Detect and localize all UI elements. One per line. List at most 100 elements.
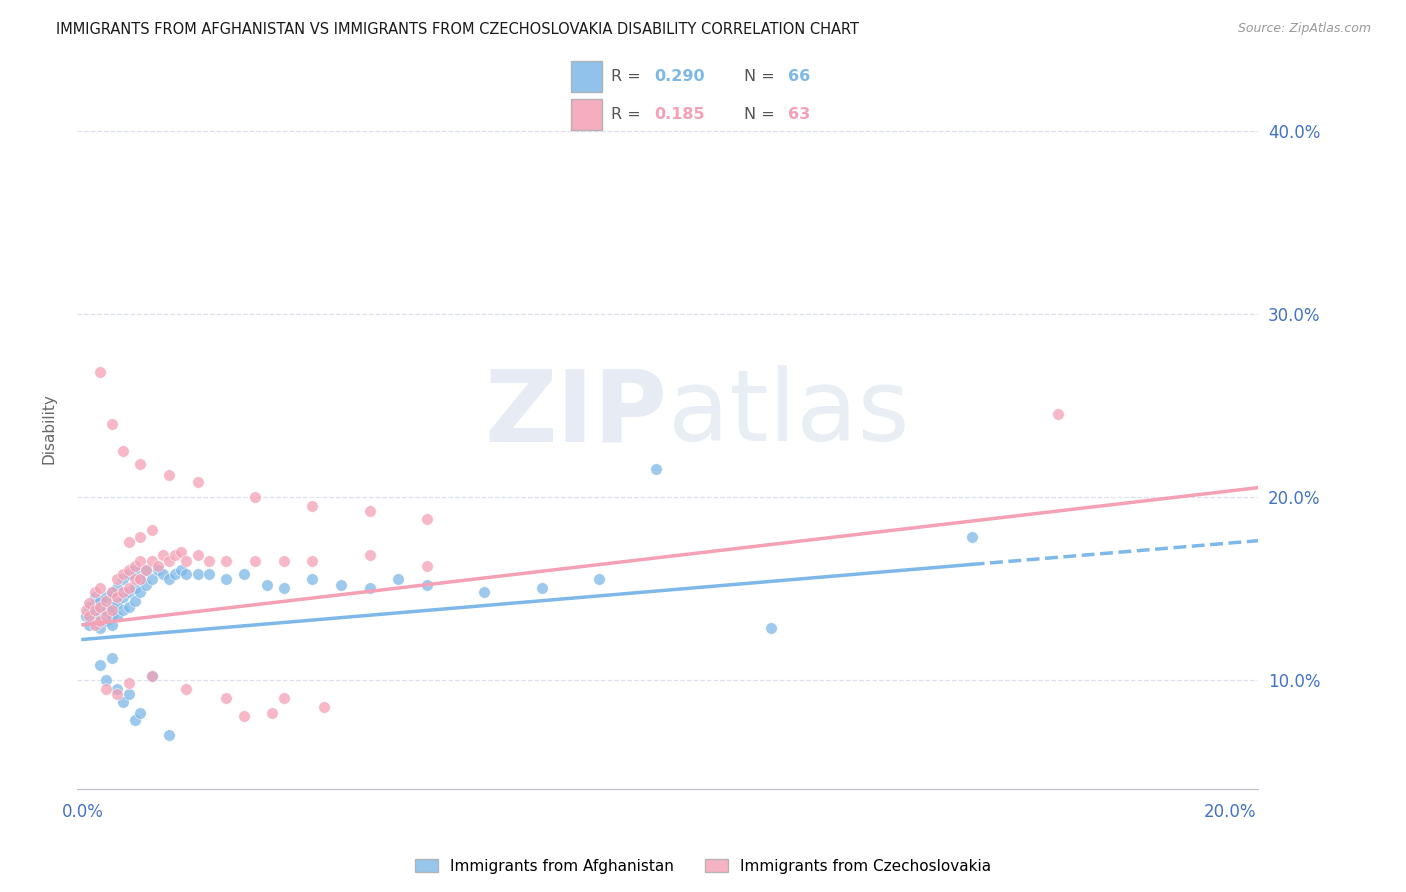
Point <box>215 554 238 568</box>
Point <box>107 681 129 696</box>
Point <box>83 603 105 617</box>
Point <box>129 457 152 471</box>
Point <box>387 572 409 586</box>
Point <box>301 554 323 568</box>
Point <box>77 608 100 623</box>
Point <box>759 622 782 636</box>
Point <box>124 713 146 727</box>
Point <box>107 687 129 701</box>
Point <box>157 727 180 741</box>
Point <box>135 563 157 577</box>
Point <box>94 608 117 623</box>
Point <box>215 690 238 705</box>
FancyBboxPatch shape <box>571 99 602 130</box>
Point <box>198 554 221 568</box>
Point <box>83 585 105 599</box>
Point <box>129 554 152 568</box>
Point <box>124 572 146 586</box>
Point <box>100 585 122 599</box>
Legend: Immigrants from Afghanistan, Immigrants from Czechoslovakia: Immigrants from Afghanistan, Immigrants … <box>409 853 997 880</box>
Point <box>163 566 186 581</box>
Point <box>77 596 100 610</box>
Text: Source: ZipAtlas.com: Source: ZipAtlas.com <box>1237 22 1371 36</box>
Point <box>89 599 111 614</box>
Point <box>89 622 111 636</box>
Point <box>416 577 439 591</box>
Point <box>416 512 439 526</box>
Point <box>89 614 111 628</box>
Point <box>118 687 141 701</box>
Point <box>112 444 135 458</box>
Point <box>256 577 278 591</box>
Point <box>89 365 111 379</box>
Point <box>146 559 169 574</box>
Point <box>141 669 163 683</box>
Point <box>124 581 146 595</box>
Point <box>75 603 97 617</box>
Point <box>129 530 152 544</box>
Point <box>94 681 117 696</box>
Point <box>89 658 111 673</box>
Point <box>163 549 186 563</box>
Point <box>232 709 254 723</box>
Point <box>118 581 141 595</box>
Point <box>118 535 141 549</box>
Y-axis label: Disability: Disability <box>42 392 56 464</box>
Point <box>112 603 135 617</box>
Point <box>77 599 100 614</box>
Point <box>474 585 496 599</box>
Point <box>157 467 180 482</box>
Point <box>187 549 209 563</box>
Point <box>187 566 209 581</box>
Point <box>141 523 163 537</box>
Point <box>312 700 335 714</box>
Point <box>215 572 238 586</box>
Point <box>262 706 284 720</box>
Point <box>107 591 129 605</box>
Point <box>135 563 157 577</box>
Text: R =: R = <box>610 107 645 122</box>
Point <box>94 591 117 605</box>
Point <box>83 617 105 632</box>
Point <box>359 581 381 595</box>
Point <box>157 554 180 568</box>
Point <box>100 585 122 599</box>
Text: atlas: atlas <box>668 365 910 462</box>
Text: ZIP: ZIP <box>485 365 668 462</box>
Point <box>141 554 163 568</box>
Point <box>645 462 668 476</box>
Point <box>129 706 152 720</box>
Point <box>174 566 197 581</box>
Point <box>118 563 141 577</box>
Point <box>94 603 117 617</box>
Text: IMMIGRANTS FROM AFGHANISTAN VS IMMIGRANTS FROM CZECHOSLOVAKIA DISABILITY CORRELA: IMMIGRANTS FROM AFGHANISTAN VS IMMIGRANT… <box>56 22 859 37</box>
Point <box>124 563 146 577</box>
Point <box>301 499 323 513</box>
Point <box>129 585 152 599</box>
Point <box>100 599 122 614</box>
Point <box>89 608 111 623</box>
Point <box>112 591 135 605</box>
Point <box>588 572 610 586</box>
Point <box>273 690 295 705</box>
Point <box>107 596 129 610</box>
Point <box>124 594 146 608</box>
Point <box>187 475 209 489</box>
Point <box>359 504 381 518</box>
Point <box>89 594 111 608</box>
Point <box>141 669 163 683</box>
Point <box>94 673 117 687</box>
Text: 0.185: 0.185 <box>655 107 706 122</box>
Text: N =: N = <box>744 69 780 84</box>
Point <box>118 566 141 581</box>
Point <box>83 591 105 605</box>
Point <box>359 549 381 563</box>
Point <box>100 608 122 623</box>
Point <box>174 681 197 696</box>
Point <box>1046 408 1069 422</box>
Point <box>112 585 135 599</box>
Point <box>100 603 122 617</box>
Point <box>129 572 152 586</box>
Point <box>273 554 295 568</box>
Point <box>198 566 221 581</box>
